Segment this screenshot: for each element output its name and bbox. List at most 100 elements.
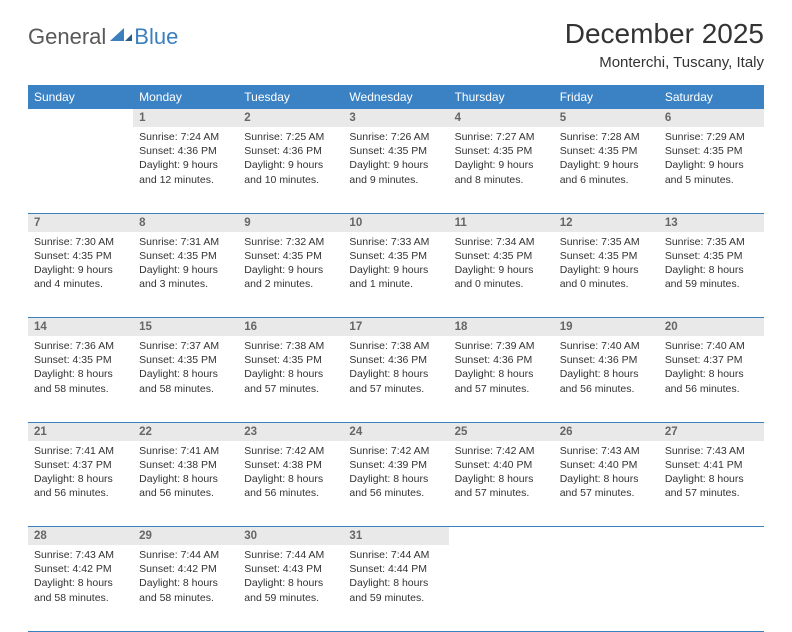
day-line-dl2: and 56 minutes.	[34, 486, 127, 500]
day-line-sunset: Sunset: 4:36 PM	[349, 353, 442, 367]
day-line-sunset: Sunset: 4:36 PM	[560, 353, 653, 367]
day-line-sunrise: Sunrise: 7:43 AM	[665, 444, 758, 458]
day-number-cell: 15	[133, 318, 238, 337]
day-number-cell: 27	[659, 422, 764, 441]
day-line-dl1: Daylight: 8 hours	[139, 472, 232, 486]
day-line-dl2: and 9 minutes.	[349, 173, 442, 187]
day-line-dl2: and 59 minutes.	[665, 277, 758, 291]
day-line-dl1: Daylight: 9 hours	[139, 158, 232, 172]
day-number-cell: 18	[449, 318, 554, 337]
day-line-sunset: Sunset: 4:35 PM	[34, 249, 127, 263]
day-number-cell: 5	[554, 109, 659, 127]
weekday-header: Sunday	[28, 85, 133, 109]
day-line-sunrise: Sunrise: 7:43 AM	[34, 548, 127, 562]
day-line-dl2: and 8 minutes.	[455, 173, 548, 187]
day-line-sunrise: Sunrise: 7:35 AM	[665, 235, 758, 249]
day-line-sunrise: Sunrise: 7:39 AM	[455, 339, 548, 353]
day-line-sunrise: Sunrise: 7:36 AM	[34, 339, 127, 353]
day-line-dl1: Daylight: 8 hours	[244, 367, 337, 381]
day-line-dl1: Daylight: 9 hours	[244, 158, 337, 172]
day-line-sunrise: Sunrise: 7:25 AM	[244, 130, 337, 144]
calendar-body: 123456Sunrise: 7:24 AMSunset: 4:36 PMDay…	[28, 109, 764, 631]
day-content-cell: Sunrise: 7:41 AMSunset: 4:38 PMDaylight:…	[133, 441, 238, 527]
day-content-cell: Sunrise: 7:39 AMSunset: 4:36 PMDaylight:…	[449, 336, 554, 422]
day-line-sunrise: Sunrise: 7:34 AM	[455, 235, 548, 249]
day-content-cell: Sunrise: 7:25 AMSunset: 4:36 PMDaylight:…	[238, 127, 343, 213]
day-line-dl2: and 3 minutes.	[139, 277, 232, 291]
day-number-cell	[659, 527, 764, 546]
brand-triangle-icon	[110, 25, 132, 41]
day-line-dl1: Daylight: 8 hours	[560, 367, 653, 381]
content-row: Sunrise: 7:36 AMSunset: 4:35 PMDaylight:…	[28, 336, 764, 422]
day-line-sunrise: Sunrise: 7:38 AM	[244, 339, 337, 353]
day-number-cell: 17	[343, 318, 448, 337]
day-line-sunrise: Sunrise: 7:31 AM	[139, 235, 232, 249]
day-content-cell: Sunrise: 7:42 AMSunset: 4:38 PMDaylight:…	[238, 441, 343, 527]
weekday-header: Tuesday	[238, 85, 343, 109]
day-content-cell: Sunrise: 7:43 AMSunset: 4:41 PMDaylight:…	[659, 441, 764, 527]
day-number-cell: 3	[343, 109, 448, 127]
day-line-sunset: Sunset: 4:43 PM	[244, 562, 337, 576]
day-line-dl1: Daylight: 9 hours	[34, 263, 127, 277]
day-line-dl1: Daylight: 8 hours	[34, 576, 127, 590]
day-line-dl2: and 6 minutes.	[560, 173, 653, 187]
day-line-dl2: and 0 minutes.	[455, 277, 548, 291]
day-line-sunrise: Sunrise: 7:40 AM	[560, 339, 653, 353]
day-content-cell: Sunrise: 7:44 AMSunset: 4:42 PMDaylight:…	[133, 545, 238, 631]
day-content-cell: Sunrise: 7:44 AMSunset: 4:44 PMDaylight:…	[343, 545, 448, 631]
day-line-dl2: and 57 minutes.	[560, 486, 653, 500]
day-line-dl1: Daylight: 9 hours	[349, 263, 442, 277]
day-line-dl2: and 0 minutes.	[560, 277, 653, 291]
day-number-cell: 8	[133, 213, 238, 232]
day-line-sunrise: Sunrise: 7:43 AM	[560, 444, 653, 458]
day-line-dl1: Daylight: 8 hours	[455, 472, 548, 486]
brand-name-b: Blue	[134, 24, 178, 50]
day-number-cell: 1	[133, 109, 238, 127]
day-line-dl1: Daylight: 8 hours	[455, 367, 548, 381]
day-number-cell: 2	[238, 109, 343, 127]
day-line-sunset: Sunset: 4:35 PM	[455, 249, 548, 263]
day-line-dl1: Daylight: 8 hours	[665, 367, 758, 381]
day-line-sunset: Sunset: 4:35 PM	[139, 249, 232, 263]
day-content-cell: Sunrise: 7:24 AMSunset: 4:36 PMDaylight:…	[133, 127, 238, 213]
day-line-sunrise: Sunrise: 7:44 AM	[139, 548, 232, 562]
day-number-cell	[28, 109, 133, 127]
day-number-cell: 6	[659, 109, 764, 127]
title-block: December 2025 Monterchi, Tuscany, Italy	[565, 18, 764, 71]
day-line-dl2: and 2 minutes.	[244, 277, 337, 291]
day-number-cell: 28	[28, 527, 133, 546]
day-line-sunset: Sunset: 4:35 PM	[349, 249, 442, 263]
day-line-dl2: and 57 minutes.	[455, 486, 548, 500]
day-content-cell: Sunrise: 7:29 AMSunset: 4:35 PMDaylight:…	[659, 127, 764, 213]
content-row: Sunrise: 7:41 AMSunset: 4:37 PMDaylight:…	[28, 441, 764, 527]
day-content-cell: Sunrise: 7:40 AMSunset: 4:36 PMDaylight:…	[554, 336, 659, 422]
brand-logo: General Blue	[28, 24, 178, 50]
day-line-dl1: Daylight: 8 hours	[139, 367, 232, 381]
day-line-dl2: and 10 minutes.	[244, 173, 337, 187]
day-number-cell: 7	[28, 213, 133, 232]
day-line-sunset: Sunset: 4:42 PM	[139, 562, 232, 576]
day-line-dl1: Daylight: 8 hours	[665, 472, 758, 486]
day-number-cell: 4	[449, 109, 554, 127]
day-line-sunrise: Sunrise: 7:42 AM	[455, 444, 548, 458]
day-line-dl2: and 1 minute.	[349, 277, 442, 291]
day-line-dl1: Daylight: 8 hours	[139, 576, 232, 590]
day-number-cell: 13	[659, 213, 764, 232]
day-line-sunset: Sunset: 4:35 PM	[560, 144, 653, 158]
calendar-table: Sunday Monday Tuesday Wednesday Thursday…	[28, 85, 764, 632]
day-line-sunrise: Sunrise: 7:27 AM	[455, 130, 548, 144]
day-line-sunset: Sunset: 4:35 PM	[244, 249, 337, 263]
weekday-header: Thursday	[449, 85, 554, 109]
day-content-cell: Sunrise: 7:34 AMSunset: 4:35 PMDaylight:…	[449, 232, 554, 318]
day-line-dl2: and 56 minutes.	[560, 382, 653, 396]
day-number-cell: 12	[554, 213, 659, 232]
day-content-cell: Sunrise: 7:35 AMSunset: 4:35 PMDaylight:…	[554, 232, 659, 318]
day-line-dl2: and 59 minutes.	[349, 591, 442, 605]
daynum-row: 28293031	[28, 527, 764, 546]
day-line-sunset: Sunset: 4:42 PM	[34, 562, 127, 576]
day-content-cell: Sunrise: 7:33 AMSunset: 4:35 PMDaylight:…	[343, 232, 448, 318]
day-content-cell: Sunrise: 7:35 AMSunset: 4:35 PMDaylight:…	[659, 232, 764, 318]
day-line-dl2: and 58 minutes.	[139, 382, 232, 396]
day-number-cell: 22	[133, 422, 238, 441]
month-title: December 2025	[565, 18, 764, 50]
